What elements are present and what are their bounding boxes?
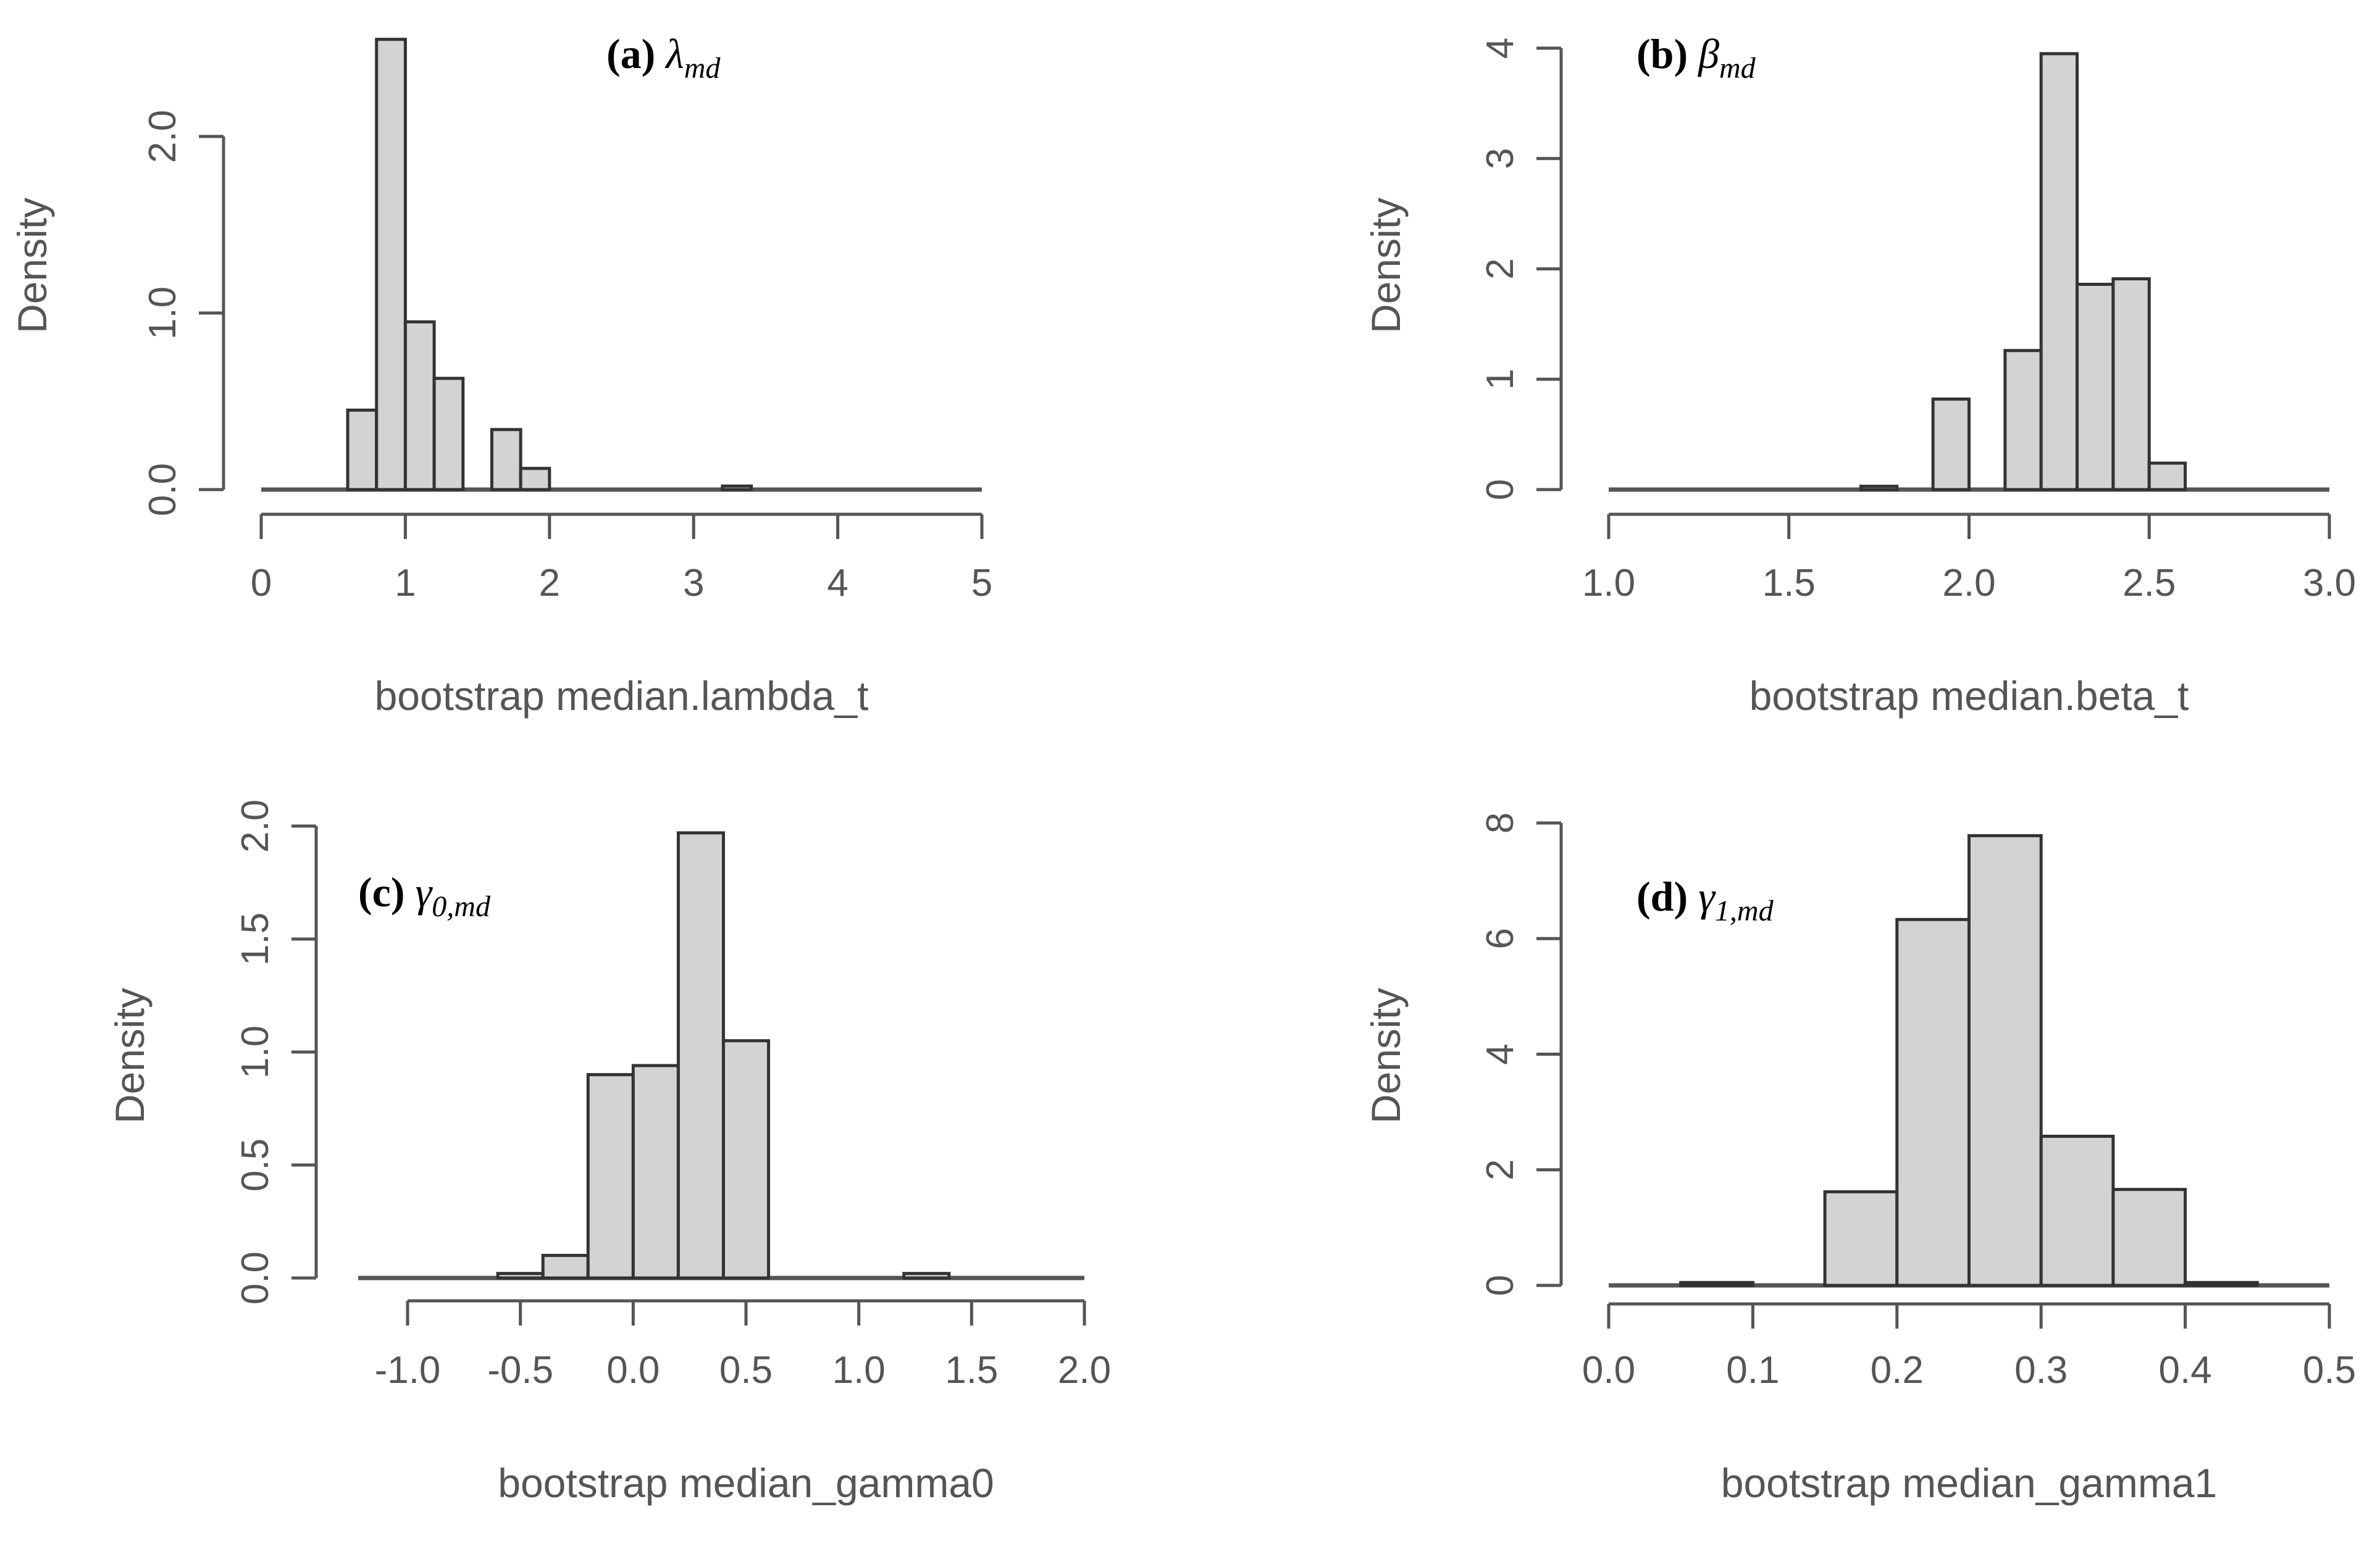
x-tick-label: 0.4 xyxy=(2158,1349,2211,1392)
x-tick-label: -1.0 xyxy=(375,1349,441,1392)
y-tick-label: 0.0 xyxy=(234,1251,277,1305)
y-tick-label: 0.5 xyxy=(234,1138,277,1192)
x-tick-label: 1.0 xyxy=(832,1349,886,1392)
panel-title: (a) λmd xyxy=(606,30,721,85)
histogram-bar xyxy=(2184,1280,2259,1287)
x-tick-label: 3.0 xyxy=(2303,562,2356,604)
histogram-bar xyxy=(1823,1190,1899,1287)
y-axis-label: Density xyxy=(1363,988,1409,1124)
panel-title: (d) γ1,md xyxy=(1636,873,1774,927)
y-tick-label: 2.0 xyxy=(234,800,277,853)
x-tick-label: 0.0 xyxy=(606,1349,660,1392)
y-tick-label: 0 xyxy=(1479,1275,1522,1296)
histogram-bar xyxy=(586,1073,635,1280)
y-tick-label: 0.0 xyxy=(141,463,184,516)
x-tick-label: -0.5 xyxy=(487,1349,553,1392)
histogram-bar xyxy=(2111,1188,2187,1287)
x-tick-label: 0.0 xyxy=(1582,1349,1635,1392)
y-tick-label: 1.0 xyxy=(234,1025,277,1079)
x-axis-label: bootstrap median_gamma0 xyxy=(498,1460,994,1506)
x-tick-label: 0.5 xyxy=(2303,1349,2356,1392)
x-tick-label: 1.5 xyxy=(945,1349,998,1392)
histogram-bar xyxy=(902,1272,951,1280)
y-tick-label: 3 xyxy=(1479,148,1522,169)
panel-b-beta: 1.0 1.5 2.0 2.5 3.0 0 1 2 3 4 bootstrap median.bet… xyxy=(1363,30,2356,719)
histogram-bar xyxy=(346,408,379,491)
histogram-bar xyxy=(631,1064,680,1280)
histogram-bar xyxy=(490,428,522,491)
y-tick-label: 4 xyxy=(1479,38,1522,59)
y-tick-label: 2.0 xyxy=(141,110,184,163)
y-tick-label: 0 xyxy=(1479,479,1522,500)
y-tick-label: 1 xyxy=(1479,369,1522,390)
x-tick-label: 1.5 xyxy=(1762,562,1816,604)
histogram-bar xyxy=(2111,277,2151,491)
histogram-bar xyxy=(1931,397,1971,491)
histogram-bar xyxy=(375,38,407,491)
y-tick-label: 2 xyxy=(1479,1159,1522,1180)
histogram-bar xyxy=(721,484,753,491)
y-axis-label: Density xyxy=(9,198,55,333)
panel-c-gamma0: -1.0 -0.5 0.0 0.5 1.0 1.5 2.0 0.0 0.5 1.0 1.5 2.0 bo… xyxy=(107,800,1111,1506)
histogram-bar xyxy=(541,1253,590,1280)
histogram-bar xyxy=(1967,834,2043,1287)
x-tick-label: 2.0 xyxy=(1942,562,1995,604)
x-tick-label: 0.2 xyxy=(1871,1349,1924,1392)
histogram-bar xyxy=(519,467,551,491)
x-tick-label: 1.0 xyxy=(1582,562,1635,604)
histogram-bar xyxy=(403,320,436,491)
y-tick-label: 1.0 xyxy=(141,286,184,340)
panel-title: (c) γ0,md xyxy=(358,869,491,923)
histogram-bar xyxy=(2147,461,2187,491)
panel-title: (b) βmd xyxy=(1636,30,1756,85)
y-tick-label: 1.5 xyxy=(234,912,277,966)
x-axis-label: bootstrap median.beta_t xyxy=(1749,673,2189,719)
histogram-bar xyxy=(1895,917,1971,1287)
histogram-bar xyxy=(1859,485,1899,491)
x-tick-label: 2 xyxy=(539,562,560,604)
x-tick-label: 0.5 xyxy=(719,1349,773,1392)
histogram-bar xyxy=(1679,1280,1754,1287)
y-tick-label: 4 xyxy=(1479,1043,1522,1064)
panel-d-gamma1: 0.0 0.1 0.2 0.3 0.4 0.5 0 2 4 6 8 bootstrap median_… xyxy=(1363,812,2356,1506)
x-tick-label: 1 xyxy=(395,562,416,604)
x-tick-label: 0 xyxy=(251,562,272,604)
histogram-bar xyxy=(432,377,465,491)
x-axis-label: bootstrap median.lambda_t xyxy=(375,673,869,719)
histogram-bar xyxy=(721,1039,771,1280)
x-tick-label: 5 xyxy=(971,562,992,604)
y-axis-label: Density xyxy=(107,988,153,1124)
x-tick-label: 2.0 xyxy=(1058,1349,1111,1392)
x-tick-label: 0.1 xyxy=(1726,1349,1779,1392)
histogram-bar xyxy=(2039,1134,2115,1287)
y-tick-label: 8 xyxy=(1479,812,1522,833)
histogram-bar xyxy=(2076,283,2115,491)
x-tick-label: 4 xyxy=(827,562,848,604)
y-axis-label: Density xyxy=(1363,198,1409,333)
y-tick-label: 6 xyxy=(1479,928,1522,949)
histogram-bar xyxy=(496,1272,545,1280)
histogram-bar xyxy=(676,831,725,1280)
histogram-bar xyxy=(2039,52,2079,491)
y-tick-label: 2 xyxy=(1479,258,1522,279)
panel-a-lambda: 0 1 2 3 4 5 0.0 1.0 2.0 bootstrap median.lambda_t… xyxy=(9,30,992,719)
histogram-bar xyxy=(2003,349,2043,491)
x-tick-label: 0.3 xyxy=(2014,1349,2068,1392)
x-tick-label: 3 xyxy=(683,562,704,604)
x-axis-label: bootstrap median_gamma1 xyxy=(1721,1460,2217,1506)
x-tick-label: 2.5 xyxy=(2122,562,2176,604)
